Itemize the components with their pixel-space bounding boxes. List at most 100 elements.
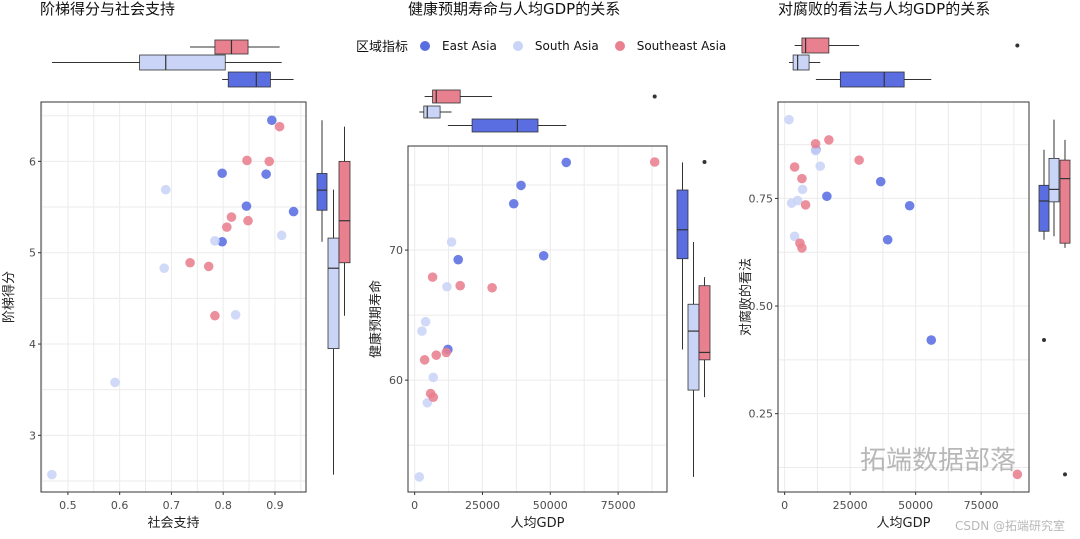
right-boxplot-south-asia: [327, 189, 340, 475]
plot-border: [777, 101, 1030, 493]
point-southeast-asia: [264, 156, 275, 167]
right-boxplot-southeast-asia: [338, 126, 351, 316]
point-southeast-asia: [210, 310, 220, 321]
point-southeast-asia: [428, 392, 439, 402]
point-south-asia: [789, 231, 800, 242]
box: [792, 54, 810, 71]
right-boxplot-south-asia: [1048, 119, 1060, 237]
right-boxplot-east-asia: [316, 120, 328, 242]
point-east-asia: [882, 234, 893, 245]
x-tick-label: 75000: [964, 499, 999, 512]
outlier: [1063, 472, 1067, 477]
point-southeast-asia: [649, 157, 660, 167]
y-tick-label: 4: [29, 338, 36, 351]
point-south-asia: [442, 281, 452, 292]
point-south-asia: [797, 184, 808, 195]
box: [698, 285, 711, 361]
point-south-asia: [47, 469, 57, 480]
x-axis-title: 社会支持: [147, 515, 199, 531]
point-south-asia: [276, 230, 287, 241]
legend-label-southeast-asia: Southeast Asia: [636, 38, 727, 53]
top-boxplot-east-asia: [815, 71, 932, 88]
x-tick-label: 0: [781, 499, 788, 512]
point-southeast-asia: [226, 212, 237, 222]
point-east-asia: [508, 198, 519, 209]
point-south-asia: [110, 377, 120, 388]
chart-title-3: 对腐败的看法与人均GDP的关系: [778, 0, 991, 18]
top-boxplot-east-asia: [222, 71, 294, 88]
outlier: [652, 94, 657, 99]
box: [676, 189, 689, 260]
top-boxplot-southeast-asia: [190, 39, 280, 55]
box: [1048, 157, 1060, 203]
point-southeast-asia: [419, 355, 430, 365]
legend-label-east-asia: East Asia: [442, 38, 497, 53]
legend-label-south-asia: South Asia: [534, 38, 599, 53]
box: [687, 303, 700, 391]
y-tick-label: 3: [29, 429, 36, 442]
point-southeast-asia: [242, 155, 252, 166]
point-east-asia: [875, 176, 886, 187]
point-south-asia: [159, 263, 169, 274]
point-southeast-asia: [800, 200, 811, 210]
y-tick-label: 6: [29, 155, 36, 168]
point-south-asia: [417, 326, 427, 336]
top-boxplot-east-asia: [447, 118, 567, 133]
y-tick-label: 0.50: [749, 300, 774, 313]
point-south-asia: [810, 145, 821, 156]
box: [316, 173, 328, 211]
chart-title-2: 健康预期寿命与人均GDP的关系: [408, 0, 621, 18]
point-east-asia: [822, 191, 832, 202]
box: [338, 160, 351, 264]
top-boxplot-southeast-asia: [794, 37, 1020, 54]
point-east-asia: [241, 201, 252, 211]
watermark-sub: CSDN @拓端研究室: [955, 519, 1066, 533]
point-south-asia: [210, 236, 220, 246]
x-axis-title: 人均GDP: [511, 516, 565, 531]
top-boxplot-southeast-asia: [424, 89, 657, 104]
plot-background: [408, 146, 667, 492]
y-tick-label: 5: [29, 247, 36, 260]
point-southeast-asia: [797, 173, 807, 184]
panel-2: 0 25000 50000 75000 60 70 人均GDP 健康预期寿命: [368, 89, 711, 531]
legend-dot-south-asia: [512, 40, 523, 51]
legend-dot-southeast-asia: [614, 40, 625, 51]
y-tick-label: 0.25: [749, 408, 774, 421]
point-southeast-asia: [824, 135, 834, 145]
point-southeast-asia: [222, 222, 232, 232]
outlier: [1015, 43, 1020, 48]
legend-title: 区域指标: [356, 40, 409, 55]
point-east-asia: [516, 180, 526, 191]
right-boxplot-southeast-asia: [1059, 139, 1071, 477]
point-southeast-asia: [203, 261, 214, 272]
point-southeast-asia: [1012, 469, 1023, 480]
right-boxplot-east-asia: [676, 162, 689, 350]
point-south-asia: [428, 372, 439, 383]
y-axis-title: 对腐败的看法: [738, 258, 754, 336]
right-boxplot-east-asia: [1038, 149, 1050, 343]
x-tick-label: 0.8: [214, 499, 232, 512]
panel-1: 0.5 0.6 0.7 0.8 0.9 3 4 5 6 社会支持 阶梯得分: [1, 39, 351, 531]
point-southeast-asia: [185, 257, 195, 268]
panel-3: 0 25000 50000 75000 0.25 0.50 0.75 人均GDP 对腐败的看法: [738, 37, 1071, 531]
point-southeast-asia: [427, 272, 438, 282]
x-tick-label: 0.9: [266, 499, 284, 512]
point-east-asia: [904, 200, 915, 211]
y-tick-label: 0.75: [749, 192, 774, 205]
x-tick-label: 50000: [533, 499, 568, 512]
point-east-asia: [288, 206, 299, 217]
point-southeast-asia: [243, 215, 253, 226]
box: [327, 237, 340, 350]
plot-border: [407, 145, 668, 493]
point-southeast-asia: [854, 155, 864, 165]
point-east-asia: [217, 236, 227, 247]
point-south-asia: [414, 472, 425, 482]
point-south-asia: [792, 195, 803, 206]
x-tick-label: 50000: [898, 499, 933, 512]
point-east-asia: [561, 157, 572, 168]
point-southeast-asia: [274, 121, 285, 132]
y-axis-title: 健康预期寿命: [368, 280, 384, 358]
point-east-asia: [267, 115, 277, 126]
plot-background: [41, 102, 306, 492]
